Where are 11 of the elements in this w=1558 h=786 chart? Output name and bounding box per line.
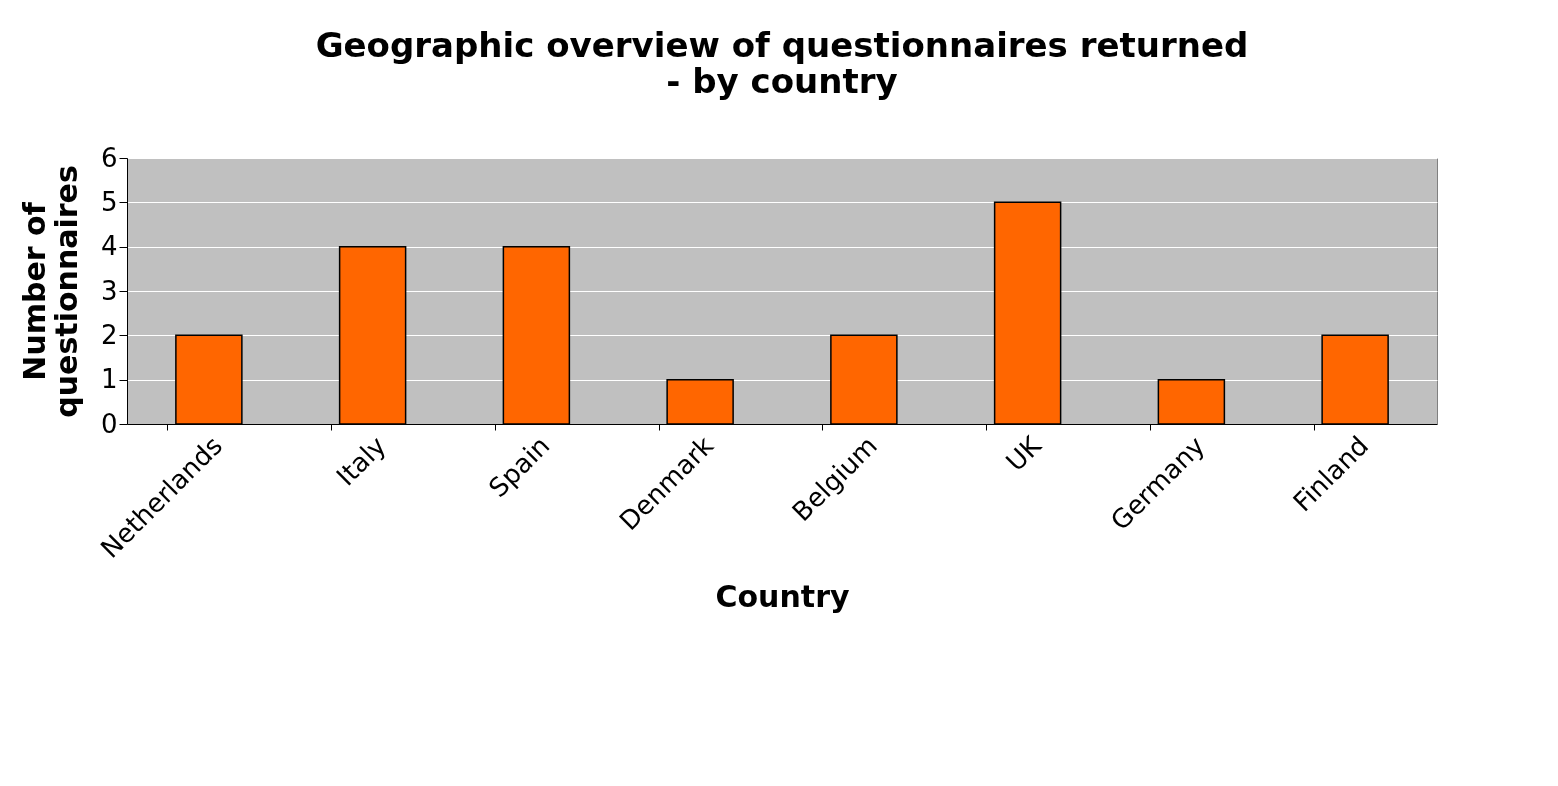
- y-axis-title: Number of questionnaires: [16, 165, 84, 418]
- x-tick-label: UK: [999, 429, 1048, 478]
- y-tick-label: 2: [100, 319, 118, 350]
- y-tick-label: 4: [100, 231, 118, 262]
- y-tick-label: 5: [100, 186, 118, 217]
- y-tick-label: 0: [100, 408, 118, 439]
- chart-title: Geographic overview of questionnaires returned - by country: [315, 25, 1249, 101]
- y-tick-label: 3: [100, 275, 118, 306]
- x-axis-title: Country: [715, 578, 850, 614]
- y-tick-label: 1: [100, 364, 118, 395]
- y-tick-label: 6: [100, 142, 118, 173]
